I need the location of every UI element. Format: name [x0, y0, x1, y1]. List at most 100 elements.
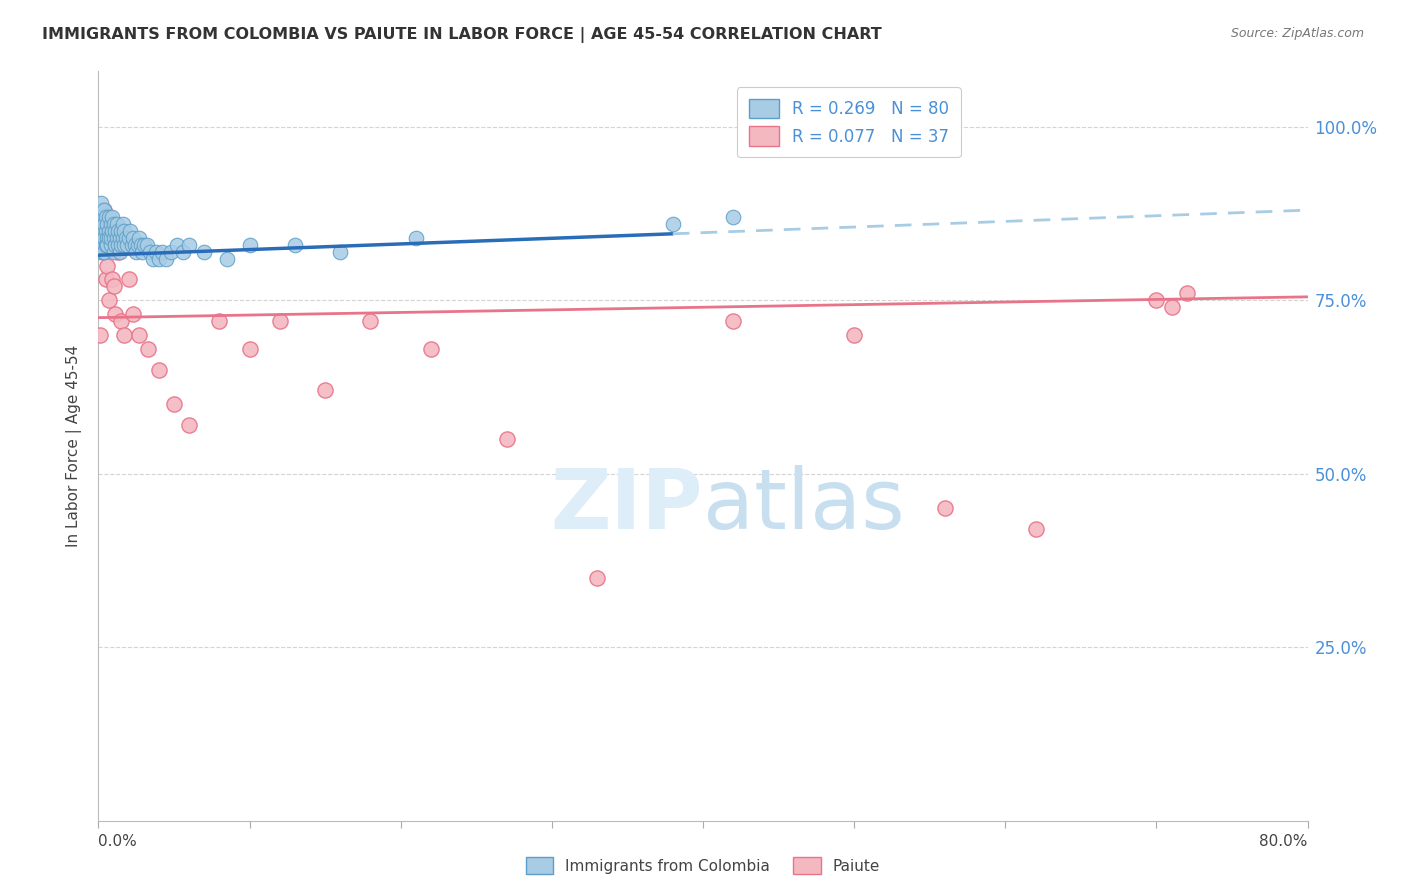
Text: 80.0%: 80.0% [1260, 834, 1308, 848]
Point [105, 217, 128, 231]
Point [360, 314, 382, 328]
Point [723, 314, 745, 328]
Point [142, 252, 165, 266]
Point [139, 244, 162, 259]
Text: Source: ZipAtlas.com: Source: ZipAtlas.com [1230, 27, 1364, 40]
Point [104, 237, 127, 252]
Point [145, 244, 167, 259]
Point [94, 237, 117, 252]
Point [155, 252, 177, 266]
Point [94, 272, 117, 286]
Point [91, 244, 114, 259]
Point [108, 244, 131, 259]
Point [132, 237, 155, 252]
Point [136, 342, 159, 356]
Point [128, 231, 150, 245]
Point [89, 328, 111, 343]
Point [148, 252, 170, 266]
Point [150, 244, 173, 259]
Point [100, 237, 122, 252]
Point [90, 203, 112, 218]
Point [101, 272, 124, 286]
Point [239, 237, 262, 252]
Point [112, 237, 135, 252]
Text: ZIP: ZIP [551, 466, 703, 547]
Point [131, 244, 153, 259]
Point [103, 217, 125, 231]
Point [934, 501, 956, 516]
Point [110, 224, 132, 238]
Point [91, 237, 114, 252]
Legend: R = 0.269   N = 80, R = 0.077   N = 37: R = 0.269 N = 80, R = 0.077 N = 37 [737, 87, 960, 157]
Point [115, 237, 138, 252]
Point [93, 203, 115, 218]
Point [723, 210, 745, 224]
Point [120, 224, 142, 238]
Point [111, 217, 134, 231]
Point [91, 231, 114, 245]
Point [93, 217, 115, 231]
Point [100, 231, 122, 245]
Point [118, 231, 141, 245]
Point [193, 244, 215, 259]
Point [495, 432, 517, 446]
Point [239, 342, 262, 356]
Point [90, 217, 112, 231]
Point [94, 224, 117, 238]
Point [107, 237, 129, 252]
Point [98, 210, 121, 224]
Point [121, 237, 143, 252]
Point [107, 244, 129, 259]
Point [100, 237, 122, 252]
Point [93, 244, 115, 259]
Point [90, 196, 112, 211]
Point [1160, 300, 1182, 314]
Point [586, 571, 609, 585]
Point [1175, 286, 1198, 301]
Point [163, 397, 186, 411]
Point [125, 244, 148, 259]
Point [148, 362, 170, 376]
Point [98, 293, 121, 308]
Point [1024, 522, 1046, 536]
Point [329, 244, 352, 259]
Point [98, 231, 121, 245]
Point [661, 217, 683, 231]
Point [89, 237, 111, 252]
Point [101, 224, 124, 238]
Point [96, 231, 118, 245]
Point [172, 244, 194, 259]
Text: atlas: atlas [703, 466, 904, 547]
Point [90, 237, 112, 252]
Point [128, 328, 150, 343]
Point [110, 237, 132, 252]
Point [124, 237, 146, 252]
Text: IMMIGRANTS FROM COLOMBIA VS PAIUTE IN LABOR FORCE | AGE 45-54 CORRELATION CHART: IMMIGRANTS FROM COLOMBIA VS PAIUTE IN LA… [42, 27, 882, 43]
Point [160, 244, 183, 259]
Point [166, 237, 188, 252]
Point [96, 237, 118, 252]
Y-axis label: In Labor Force | Age 45-54: In Labor Force | Age 45-54 [66, 345, 83, 547]
Point [844, 328, 866, 343]
Point [91, 210, 114, 224]
Point [101, 210, 124, 224]
Point [112, 224, 135, 238]
Point [108, 231, 131, 245]
Point [110, 314, 132, 328]
Point [103, 231, 125, 245]
Point [89, 231, 111, 245]
Point [127, 237, 149, 252]
Point [122, 231, 145, 245]
Point [104, 307, 127, 321]
Point [96, 259, 118, 273]
Point [122, 307, 145, 321]
Point [105, 231, 128, 245]
Point [103, 244, 125, 259]
Point [118, 272, 141, 286]
Point [1144, 293, 1167, 308]
Point [215, 252, 238, 266]
Point [103, 279, 125, 293]
Point [93, 203, 115, 218]
Point [179, 237, 201, 252]
Point [90, 224, 112, 238]
